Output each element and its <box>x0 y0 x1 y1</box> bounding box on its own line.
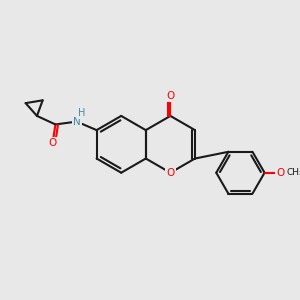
Text: O: O <box>49 138 57 148</box>
Text: CH₃: CH₃ <box>286 168 300 177</box>
Text: N: N <box>73 117 81 127</box>
Text: O: O <box>166 168 175 178</box>
Text: O: O <box>276 168 284 178</box>
Text: H: H <box>78 108 85 118</box>
Text: O: O <box>166 91 175 101</box>
